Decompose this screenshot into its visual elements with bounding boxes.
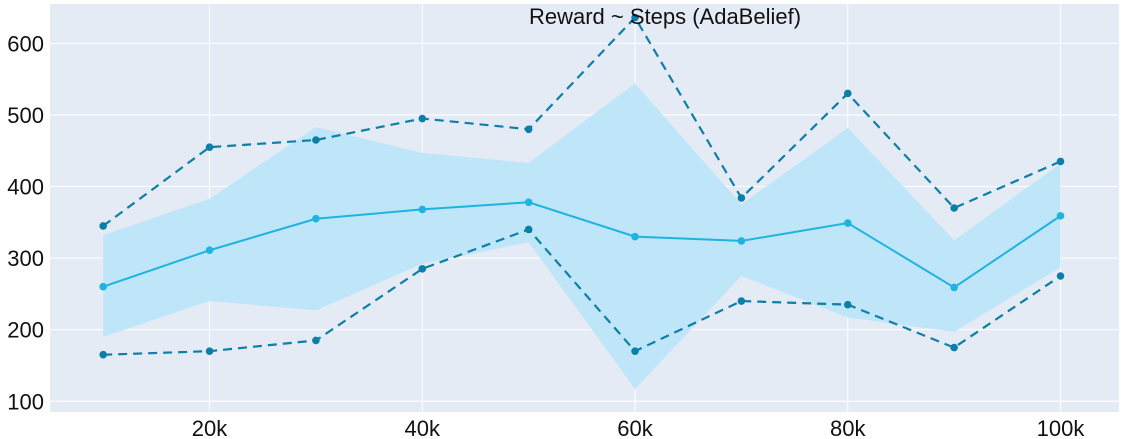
data-point-mean <box>737 237 746 245</box>
series-lines <box>102 15 1062 356</box>
y-axis-ticks: 100 200 300 400 500 600 <box>7 31 44 414</box>
data-point-min <box>99 350 107 359</box>
data-point-max <box>950 204 958 212</box>
x-tick-label: 60k <box>617 416 653 439</box>
y-tick-label: 400 <box>7 175 44 200</box>
x-axis-ticks: 20k 40k 60k 80k 100k <box>192 416 1086 439</box>
data-point-mean <box>418 205 427 214</box>
data-point-max <box>524 125 533 134</box>
data-point-max <box>312 136 320 144</box>
data-point-max <box>205 143 214 151</box>
data-point-min <box>418 265 427 273</box>
data-point-min <box>524 225 533 234</box>
data-point-min <box>950 343 958 352</box>
data-point-max <box>99 222 107 230</box>
data-point-mean <box>1056 212 1065 220</box>
confidence-band <box>103 83 1061 390</box>
data-point-mean <box>524 198 533 207</box>
data-point-min <box>205 347 214 355</box>
data-point-max <box>1056 157 1065 166</box>
x-tick-label: 40k <box>405 416 441 439</box>
x-tick-label: 20k <box>192 416 228 439</box>
data-point-mean <box>99 282 107 291</box>
data-point-mean <box>631 232 639 241</box>
y-tick-label: 200 <box>7 318 44 343</box>
chart-title: Reward ~ Steps (AdaBelief) <box>529 4 801 29</box>
series-line-max <box>102 15 1061 227</box>
data-point-max <box>843 89 852 98</box>
data-point-max <box>737 194 746 202</box>
data-point-mean <box>312 214 320 223</box>
data-point-mean <box>205 246 214 255</box>
y-tick-label: 600 <box>7 31 44 56</box>
x-tick-label: 100k <box>1037 416 1086 439</box>
series-line-mean <box>102 201 1062 289</box>
min-max-band <box>103 83 1061 390</box>
data-point-min <box>1056 272 1065 280</box>
series-points <box>99 13 1065 359</box>
data-point-min <box>843 300 852 309</box>
data-point-mean <box>950 283 958 292</box>
y-tick-label: 500 <box>7 103 44 128</box>
data-point-max <box>418 114 427 123</box>
y-tick-label: 300 <box>7 246 44 271</box>
data-point-min <box>631 347 639 355</box>
y-tick-label: 100 <box>7 389 44 414</box>
data-point-min <box>312 336 320 345</box>
x-tick-label: 80k <box>830 416 866 439</box>
data-point-min <box>737 297 746 305</box>
data-point-max <box>631 13 639 22</box>
data-point-mean <box>843 219 852 227</box>
